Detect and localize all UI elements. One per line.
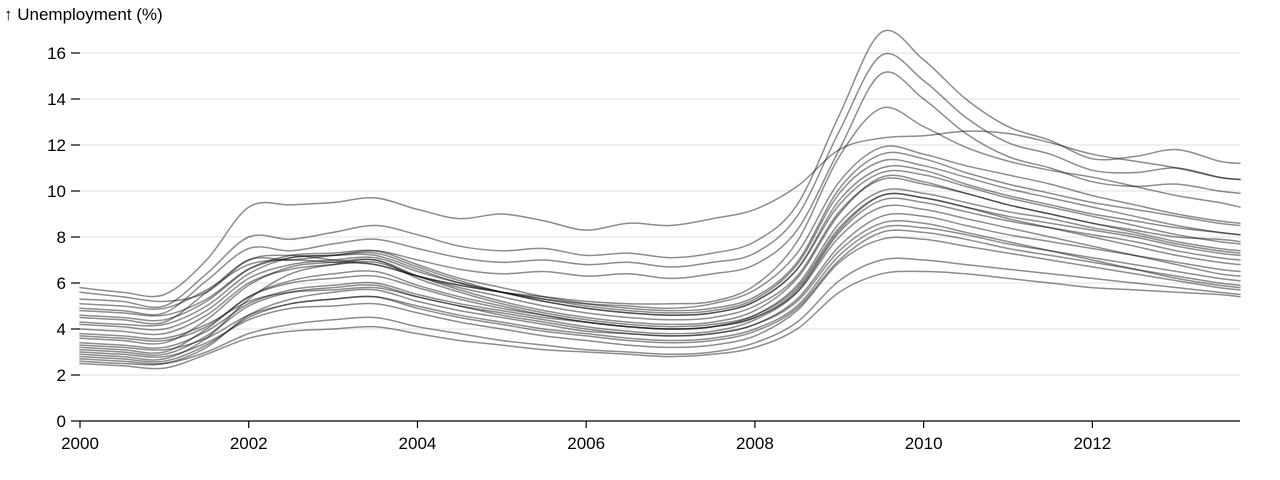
series-lines	[79, 29, 1241, 370]
y-tick-label: 10	[47, 182, 66, 201]
x-tick-label: 2006	[567, 434, 605, 453]
x-tick-label: 2010	[905, 434, 943, 453]
y-tick-label: 6	[57, 274, 66, 293]
series-line-3	[79, 204, 1241, 354]
y-axis: 0 2 4 6 8 10 12 14 16	[47, 44, 80, 431]
series-line-2	[79, 192, 1241, 345]
x-tick-label: 2012	[1073, 434, 1111, 453]
series-line-16	[79, 151, 1241, 322]
y-tick-label: 12	[47, 136, 66, 155]
y-tick-label: 4	[57, 320, 66, 339]
x-axis: 2000 2002 2004 2006 2008 2010 2012	[61, 420, 1240, 453]
y-tick-label: 14	[47, 90, 66, 109]
series-line-21	[79, 169, 1241, 331]
y-tick-label: 2	[57, 366, 66, 385]
series-line-20	[79, 188, 1241, 342]
series-line-22	[79, 224, 1241, 351]
series-line-9	[79, 52, 1241, 316]
series-line-13	[79, 257, 1241, 365]
series-line-23	[79, 270, 1241, 370]
series-line-14	[79, 177, 1241, 336]
series-line-12	[79, 236, 1241, 358]
x-tick-label: 2008	[736, 434, 774, 453]
series-line-24	[79, 158, 1241, 317]
x-tick-label: 2004	[399, 434, 437, 453]
x-tick-label: 2000	[61, 434, 99, 453]
y-tick-label: 16	[47, 44, 66, 63]
series-line-11	[79, 197, 1241, 340]
y-tick-label: 8	[57, 228, 66, 247]
series-line-17	[79, 212, 1241, 356]
x-tick-label: 2002	[230, 434, 268, 453]
series-line-10	[79, 71, 1241, 325]
y-axis-label: ↑ Unemployment (%)	[4, 5, 163, 24]
y-tick-label: 0	[57, 412, 66, 431]
series-line-8	[79, 29, 1241, 309]
series-line-6	[79, 106, 1241, 305]
